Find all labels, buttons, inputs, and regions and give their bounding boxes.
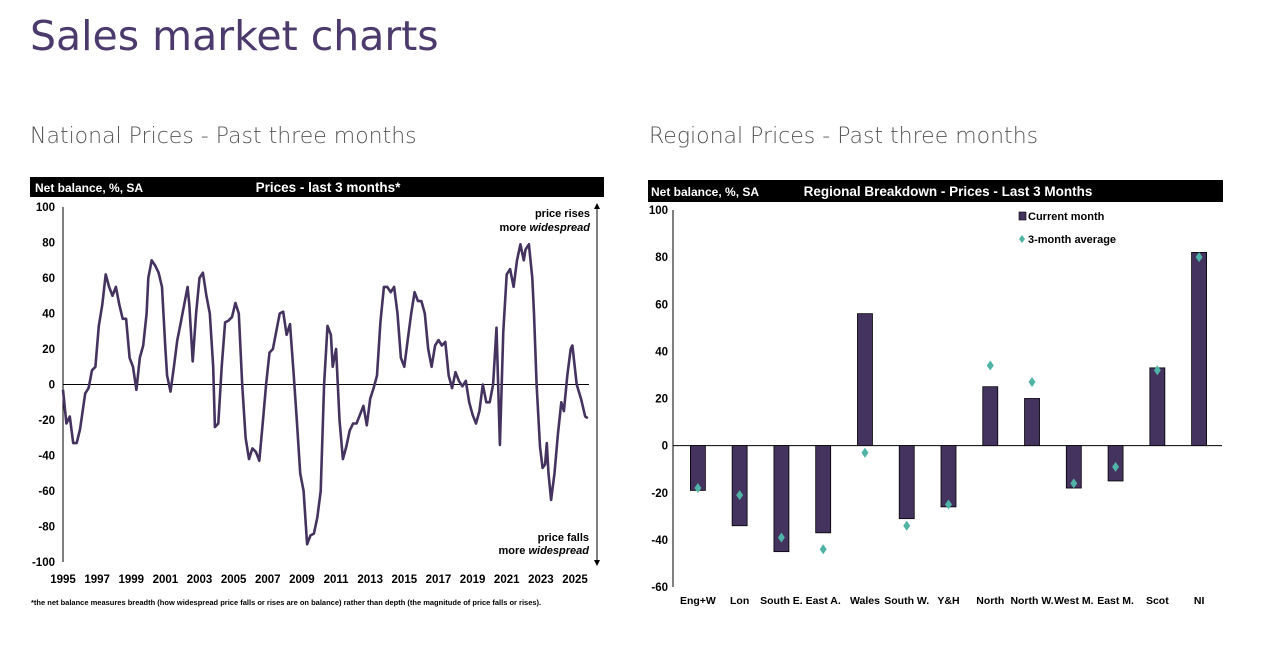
price-balance-line — [61, 243, 589, 546]
x-tick-label: 2009 — [289, 574, 315, 586]
y-tick-label: 40 — [655, 346, 668, 358]
y-tick-label: 60 — [42, 273, 55, 285]
regional-ylabel: Net balance, %, SA — [651, 185, 759, 199]
double-arrow-icon — [594, 203, 600, 566]
x-tick-label: 2013 — [357, 574, 383, 586]
bar-current-month — [731, 445, 748, 527]
category-label: North W. — [1010, 595, 1053, 607]
page-title: Sales market charts — [30, 12, 439, 60]
marker-3-month-average — [1195, 252, 1203, 263]
annotation-price-falls: price falls — [538, 532, 589, 544]
marker-3-month-average — [819, 544, 827, 555]
y-tick-label: 0 — [662, 441, 668, 453]
x-tick-label: 2017 — [426, 574, 452, 586]
y-tick-label: -40 — [38, 451, 55, 463]
y-tick-label: 0 — [49, 380, 55, 392]
marker-3-month-average — [1028, 377, 1036, 388]
marker-3-month-average — [736, 490, 744, 501]
legend-bar-swatch — [1018, 211, 1027, 221]
bar-current-month — [773, 445, 790, 553]
bar-current-month — [857, 313, 873, 447]
marker-3-month-average — [945, 499, 952, 510]
x-tick-label: 2019 — [460, 574, 486, 586]
regional-prices-heading: Regional Prices - Past three months — [649, 124, 1039, 149]
marker-3-month-average — [1153, 365, 1161, 376]
x-tick-label: 2007 — [255, 574, 281, 586]
regional-chart-header — [648, 180, 1223, 202]
y-tick-label: -100 — [32, 557, 55, 569]
y-tick-label: 100 — [649, 205, 668, 217]
legend-3-month-average: 3-month average — [1028, 234, 1116, 246]
x-tick-label: 1997 — [84, 574, 110, 586]
national-chart-header — [30, 177, 604, 197]
marker-3-month-average — [1070, 478, 1078, 489]
national-chart: Net balance, %, SA Prices - last 3 month… — [30, 177, 604, 607]
legend-diamond-swatch — [1019, 235, 1025, 243]
y-tick-label: -20 — [38, 415, 55, 427]
category-label: South W. — [884, 595, 929, 607]
marker-3-month-average — [986, 360, 994, 371]
national-prices-heading: National Prices - Past three months — [30, 124, 417, 149]
y-tick-label: 60 — [655, 299, 668, 311]
y-tick-label: 40 — [42, 309, 55, 321]
national-ylabel: Net balance, %, SA — [35, 181, 143, 195]
marker-3-month-average — [694, 483, 702, 494]
legend-current-month: Current month — [1028, 211, 1105, 223]
annotation-more-widespread-top: more widespread — [500, 222, 591, 234]
y-tick-label: 80 — [42, 238, 55, 250]
category-label: South E. — [760, 595, 803, 607]
regional-chart-title: Regional Breakdown - Prices - Last 3 Mon… — [804, 184, 1093, 199]
category-label: NI — [1194, 595, 1205, 607]
national-chart-title: Prices - last 3 months* — [256, 180, 402, 195]
marker-3-month-average — [777, 532, 785, 543]
national-footnote: *the net balance measures breadth (how w… — [31, 598, 541, 607]
y-tick-label: -60 — [38, 486, 55, 498]
annotation-price-rises: price rises — [535, 208, 590, 220]
category-label: West M. — [1054, 595, 1094, 607]
x-tick-label: 2023 — [528, 574, 554, 586]
category-label: Eng+W — [680, 595, 716, 607]
bar-current-month — [1024, 398, 1040, 447]
bar-current-month — [815, 445, 832, 534]
annotation-more-widespread-bottom: more widespread — [499, 545, 590, 557]
x-tick-label: 2015 — [392, 574, 418, 586]
bar-current-month — [982, 386, 999, 447]
y-tick-label: 100 — [36, 202, 55, 214]
y-tick-label: -60 — [651, 582, 668, 594]
x-tick-label: 2005 — [221, 574, 247, 586]
y-tick-label: -40 — [651, 535, 668, 547]
bar-current-month — [940, 445, 957, 508]
x-tick-label: 1995 — [50, 574, 76, 586]
x-tick-label: 2025 — [562, 574, 588, 586]
category-label: Lon — [730, 595, 749, 607]
marker-3-month-average — [1112, 461, 1120, 472]
x-tick-label: 2003 — [187, 574, 213, 586]
marker-3-month-average — [861, 447, 869, 458]
category-label: East A. — [806, 595, 841, 607]
category-label: Scot — [1146, 595, 1169, 607]
category-label: Y&H — [937, 595, 959, 607]
category-label: North — [976, 595, 1004, 607]
bar-current-month — [898, 445, 915, 520]
category-label: East M. — [1097, 595, 1134, 607]
x-tick-label: 2021 — [494, 574, 520, 586]
x-tick-label: 1999 — [118, 574, 144, 586]
bar-current-month — [1191, 252, 1208, 447]
marker-3-month-average — [903, 520, 911, 531]
x-tick-label: 2001 — [153, 574, 179, 586]
y-tick-label: 20 — [655, 394, 668, 406]
legend: Current month 3-month average — [1018, 211, 1116, 246]
y-tick-label: -20 — [651, 488, 668, 500]
y-tick-label: 80 — [655, 252, 668, 264]
regional-chart: Net balance, %, SA Regional Breakdown - … — [648, 180, 1223, 607]
y-tick-label: 20 — [42, 344, 55, 356]
x-tick-label: 2011 — [324, 574, 350, 586]
category-label: Wales — [850, 595, 880, 607]
bar-current-month — [1149, 367, 1166, 447]
y-tick-label: -80 — [38, 522, 55, 534]
